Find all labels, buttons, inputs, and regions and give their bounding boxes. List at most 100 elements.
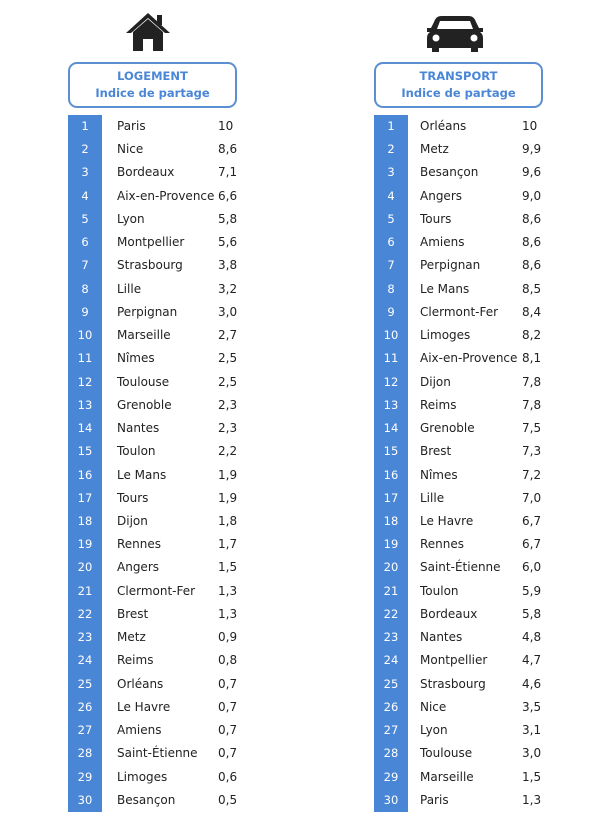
score: 8,2: [522, 328, 542, 343]
city: Aix-en-Provence: [420, 351, 518, 366]
city: Lyon: [420, 723, 448, 738]
header-subtitle: Indice de partage: [95, 86, 210, 100]
car-icon: [427, 16, 483, 52]
rank: 15: [77, 444, 93, 459]
city: Lyon: [117, 211, 145, 226]
score: 3,1: [522, 723, 542, 738]
city: Le Havre: [420, 513, 474, 528]
score: 5,9: [522, 583, 542, 598]
score: 7,2: [522, 467, 542, 482]
city: Brest: [420, 444, 452, 459]
rank: 25: [383, 676, 399, 691]
city: Grenoble: [117, 397, 172, 412]
rank: 3: [81, 165, 89, 180]
city: Marseille: [420, 769, 474, 784]
score: 8,6: [522, 235, 542, 250]
city: Reims: [420, 397, 457, 412]
city: Tours: [117, 490, 149, 505]
score: 2,5: [218, 351, 238, 366]
city: Saint-Étienne: [420, 560, 501, 575]
rank: 15: [383, 444, 399, 459]
score: 1,7: [218, 537, 238, 552]
rank: 5: [81, 211, 89, 226]
rank: 24: [77, 653, 93, 668]
icons: [126, 13, 483, 52]
score: 1,3: [218, 583, 238, 598]
rank: 14: [77, 421, 93, 436]
city: Strasbourg: [420, 676, 486, 691]
rank: 22: [383, 606, 399, 621]
city: Lille: [420, 490, 445, 505]
score: 6,7: [522, 537, 542, 552]
rank: 20: [383, 560, 399, 575]
rank: 12: [383, 374, 399, 389]
rank: 14: [383, 421, 399, 436]
score: 8,6: [522, 258, 542, 273]
score: 7,3: [522, 444, 542, 459]
score: 4,8: [522, 630, 542, 645]
score: 9,0: [522, 188, 542, 203]
score: 5,8: [218, 211, 238, 226]
rank: 9: [81, 304, 89, 319]
rank: 8: [81, 281, 89, 296]
score: 6,7: [522, 513, 542, 528]
city: Amiens: [420, 235, 465, 250]
score: 2,7: [218, 328, 238, 343]
score: 10: [522, 119, 538, 133]
score: 3,5: [522, 699, 542, 714]
city: Nice: [420, 699, 447, 714]
score: 5,6: [218, 235, 238, 250]
score: 2,5: [218, 374, 238, 389]
city: Aix-en-Provence: [117, 188, 215, 203]
score: 4,6: [522, 676, 542, 691]
city: Strasbourg: [117, 258, 183, 273]
rank: 18: [383, 513, 399, 528]
rank: 13: [77, 397, 93, 412]
city: Brest: [117, 606, 149, 621]
city: Orléans: [420, 119, 467, 133]
score: 1,5: [522, 769, 542, 784]
rank: 7: [387, 258, 395, 273]
rank: 29: [77, 769, 93, 784]
rank: 5: [387, 211, 395, 226]
city: Perpignan: [117, 304, 178, 319]
rank: 7: [81, 258, 89, 273]
city: Rennes: [420, 537, 465, 552]
rank-column: [374, 115, 408, 812]
score: 10: [218, 119, 234, 133]
city: Le Mans: [420, 281, 470, 296]
score: 3,2: [218, 281, 238, 296]
rank: 10: [77, 328, 93, 343]
city: Grenoble: [420, 421, 475, 436]
rank: 26: [383, 699, 399, 714]
rank: 19: [383, 537, 399, 552]
city: Rennes: [117, 537, 162, 552]
city: Perpignan: [420, 258, 481, 273]
score: 0,7: [218, 746, 238, 761]
rank: 22: [77, 606, 93, 621]
city: Metz: [420, 142, 449, 157]
city: Metz: [117, 630, 146, 645]
rank: 3: [387, 165, 395, 180]
score: 8,6: [522, 211, 542, 226]
rank: 4: [387, 188, 395, 203]
rank: 25: [77, 676, 93, 691]
rank: 17: [383, 490, 399, 505]
header-subtitle: Indice de partage: [401, 86, 516, 100]
score: 3,0: [218, 304, 238, 319]
score: 9,9: [522, 142, 542, 157]
rank: 11: [77, 351, 93, 366]
rank: 13: [383, 397, 399, 412]
score: 0,8: [218, 653, 238, 668]
score: 1,9: [218, 467, 238, 482]
rank: 4: [81, 188, 89, 203]
city: Orléans: [117, 676, 164, 691]
city: Montpellier: [117, 235, 185, 250]
rank: 29: [383, 769, 399, 784]
rank: 18: [77, 513, 93, 528]
rank: 24: [383, 653, 399, 668]
city: Nîmes: [420, 467, 458, 482]
score: 2,3: [218, 397, 238, 412]
city: Nice: [117, 142, 144, 157]
